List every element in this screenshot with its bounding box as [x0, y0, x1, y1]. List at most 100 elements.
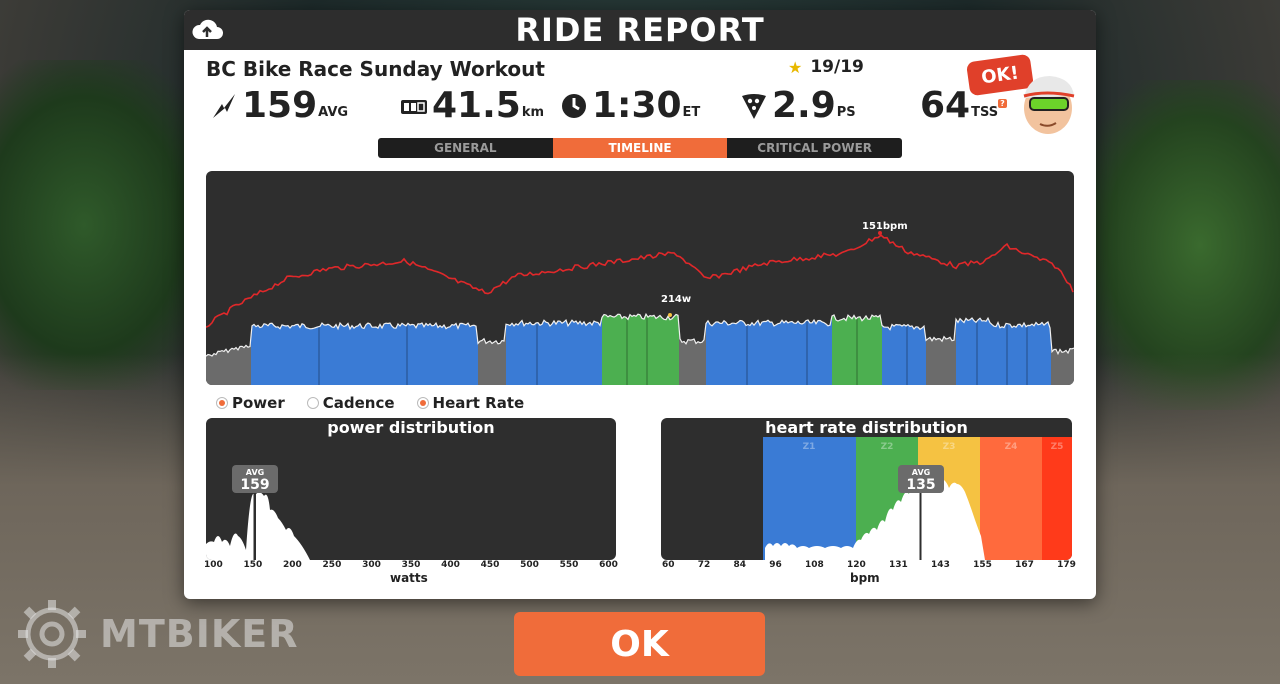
power-tick: 300 [362, 560, 381, 570]
power-zone-segment [602, 314, 679, 385]
hr-peak-label: 151bpm [862, 221, 908, 232]
hr-zone-z3-label: Z3 [943, 442, 956, 452]
power-zone-segment [506, 314, 602, 385]
power-zone-segment [478, 314, 506, 385]
stat-pizza: 2.9 PS [740, 86, 856, 126]
tss-info-badge[interactable]: ? [998, 99, 1007, 108]
power-avg-label: AVG [246, 468, 264, 477]
legend-heart-rate-toggle[interactable] [416, 397, 429, 409]
power-tick: 600 [599, 560, 618, 570]
power-avg-badge [232, 465, 278, 493]
power-tick: 150 [243, 560, 263, 570]
chart-legend: Power Cadence Heart Rate [216, 394, 524, 412]
timeline-svg: 151bpm 214w [206, 221, 1074, 385]
power-zone-stripe [856, 314, 858, 385]
power-zone-segment [679, 314, 706, 385]
stat-distance: 41.5 km [400, 86, 544, 126]
hr-zone-z1 [763, 437, 856, 560]
stat-tss-unit: TSS [971, 105, 999, 120]
legend-cadence-toggle[interactable] [306, 397, 319, 409]
stat-power: 159 AVG [210, 86, 348, 126]
report-tabs: GENERAL TIMELINE CRITICAL POWER [378, 138, 902, 158]
lightning-icon [213, 94, 235, 118]
power-zone-segment [991, 314, 1051, 385]
workout-name: BC Bike Race Sunday Workout [206, 57, 545, 81]
legend-power[interactable]: Power [216, 394, 285, 412]
hr-tick: 155 [973, 560, 992, 570]
legend-cadence[interactable]: Cadence [306, 394, 395, 412]
hr-tick: 72 [697, 560, 711, 570]
stat-distance-unit: km [521, 105, 545, 120]
hr-avg-value: 135 [906, 477, 935, 493]
power-peak-marker [668, 313, 672, 317]
power-distribution-svg: AVG 159 [206, 465, 310, 560]
legend-cadence-label: Cadence [322, 394, 395, 412]
power-zone-stripe [806, 314, 808, 385]
stat-power-unit: AVG [318, 105, 349, 120]
hr-avg-label: AVG [912, 468, 930, 477]
background-foliage-left [0, 60, 210, 390]
ok-button[interactable]: OK [514, 612, 765, 676]
power-zone-segment [1051, 314, 1074, 385]
stat-time-value: 1:30 [592, 85, 682, 126]
hr-tick: 120 [847, 560, 866, 570]
hr-zone-z5-label: Z5 [1051, 442, 1064, 452]
odometer-icon [401, 100, 427, 114]
power-tick: 200 [283, 560, 302, 570]
heart-rate-line [206, 234, 1074, 328]
power-zone-stripe [976, 314, 978, 385]
legend-power-toggle[interactable] [216, 397, 228, 409]
power-tick: 100 [204, 560, 223, 570]
hr-tick: 167 [1015, 560, 1034, 570]
hr-peak-marker [878, 231, 882, 235]
power-zone-stripe [1026, 314, 1028, 385]
power-distribution-title: power distribution [327, 418, 495, 437]
power-distribution-chart: power distribution AVG 159 [206, 418, 616, 560]
power-peak-label: 214w [661, 294, 691, 305]
pizza-icon [742, 94, 766, 119]
hr-distribution-svg: Z1 Z2 Z3 Z4 Z5 AVG 135 [763, 437, 1072, 560]
hr-tick: 179 [1057, 560, 1076, 570]
power-zone-stripe [646, 314, 648, 385]
stat-time-unit: ET [682, 105, 701, 120]
hr-axis-label: bpm [850, 571, 880, 585]
hr-tick: 131 [889, 560, 908, 570]
power-tick: 250 [322, 560, 342, 570]
hr-distribution-chart: heart rate distribution Z1 Z2 Z3 Z4 Z5 A… [661, 418, 1072, 560]
hr-zone-z4-label: Z4 [1005, 442, 1018, 452]
gear-logo-icon [18, 600, 86, 668]
hr-axis-ticks: 60 72 84 96 108 120 131 143 155 167 179 [662, 560, 1076, 570]
legend-heart-rate[interactable]: Heart Rate [416, 394, 525, 412]
hr-tick: 84 [733, 560, 747, 570]
hr-avg-badge [898, 465, 944, 493]
tab-timeline[interactable]: TIMELINE [552, 138, 728, 158]
watermark: MTBIKER [16, 598, 299, 670]
clock-icon [562, 94, 586, 118]
power-axis-label: watts [390, 571, 428, 585]
hr-tick: 60 [662, 560, 675, 570]
dialog-title: RIDE REPORT [515, 11, 765, 49]
legend-heart-rate-label: Heart Rate [432, 394, 525, 412]
power-zone-segment [832, 314, 882, 385]
power-zone-segment [706, 314, 832, 385]
tab-critical-power[interactable]: CRITICAL POWER [757, 141, 873, 155]
power-zone-stripe [318, 314, 320, 385]
stat-pizza-unit: PS [836, 105, 856, 120]
power-zone-segment [206, 314, 251, 385]
power-tick: 500 [520, 560, 539, 570]
tab-general[interactable]: GENERAL [434, 141, 497, 155]
power-zone-stripe [746, 314, 748, 385]
cloud-upload-icon[interactable] [190, 17, 224, 43]
star-count: ★ 19/19 [788, 57, 864, 77]
stat-tss-value: 64 [920, 85, 971, 126]
watermark-text: MTBIKER [100, 612, 299, 656]
hr-hist [765, 474, 985, 560]
hr-zone-z1-label: Z1 [803, 442, 816, 452]
power-axis-ticks: 100 150 200 250 300 350 400 450 500 550 … [204, 560, 618, 570]
star-count-value: 19/19 [810, 57, 864, 77]
power-avg-value: 159 [240, 477, 269, 493]
power-hist-right [256, 492, 310, 560]
power-zone-stripe [406, 314, 408, 385]
power-zone-segment [926, 314, 956, 385]
power-zone-stripe [626, 314, 628, 385]
